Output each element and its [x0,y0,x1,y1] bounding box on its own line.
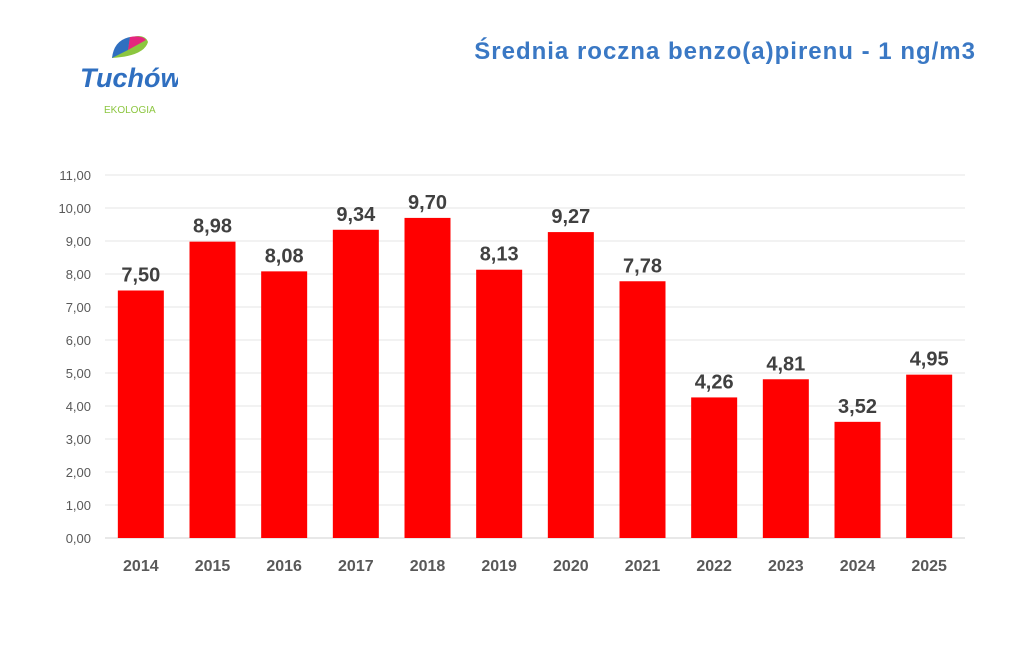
y-tick-label: 9,00 [66,234,91,249]
bar [834,421,881,538]
x-tick-label: 2015 [195,558,231,575]
bar [547,232,594,538]
x-tick-label: 2016 [266,558,302,575]
x-tick-label: 2024 [840,558,876,575]
y-tick-label: 6,00 [66,333,91,348]
data-label: 8,08 [265,245,304,267]
x-tick-label: 2020 [553,558,589,575]
y-tick-label: 5,00 [66,366,91,381]
x-tick-label: 2025 [911,558,947,575]
svg-text:Tuchów: Tuchów [80,63,178,93]
x-tick-label: 2017 [338,558,374,575]
svg-text:EKOLOGIA: EKOLOGIA [104,105,156,116]
data-label: 4,95 [910,349,949,371]
data-label: 9,27 [551,206,590,228]
y-tick-label: 7,00 [66,300,91,315]
data-label: 8,98 [193,216,232,238]
bar [476,269,523,538]
bar [261,271,308,538]
data-label: 4,26 [695,371,734,393]
bar [332,229,379,538]
leaf-logo-icon: Tuchów EKOLOGIA [80,36,183,116]
x-tick-label: 2019 [481,558,517,575]
y-tick-label: 1,00 [66,498,91,513]
data-label: 7,50 [121,265,160,287]
y-tick-label: 0,00 [66,531,91,546]
bar [906,374,953,538]
x-tick-label: 2022 [696,558,732,575]
data-label: 4,81 [766,353,805,375]
y-tick-label: 8,00 [66,267,91,282]
y-tick-label: 4,00 [66,399,91,414]
bar [691,397,738,538]
y-tick-label: 11,00 [59,168,91,183]
bar [404,217,451,538]
bar [189,241,236,538]
bar [117,290,164,538]
y-tick-label: 2,00 [66,465,91,480]
bar [619,281,666,538]
x-tick-label: 2014 [123,558,159,575]
data-label: 9,70 [408,192,447,214]
tuchow-logo: Tuchów EKOLOGIA [78,32,183,122]
y-tick-label: 3,00 [66,432,91,447]
data-label: 3,52 [838,396,877,418]
x-tick-label: 2021 [625,558,661,575]
data-label: 8,13 [480,244,519,266]
bar [762,379,809,538]
y-tick-label: 10,00 [58,201,91,216]
chart-title: Średnia roczna benzo(a)pirenu - 1 ng/m3 [474,38,976,65]
x-tick-label: 2018 [410,558,446,575]
data-label: 9,34 [336,204,376,226]
x-tick-label: 2023 [768,558,804,575]
data-label: 7,78 [623,255,662,277]
